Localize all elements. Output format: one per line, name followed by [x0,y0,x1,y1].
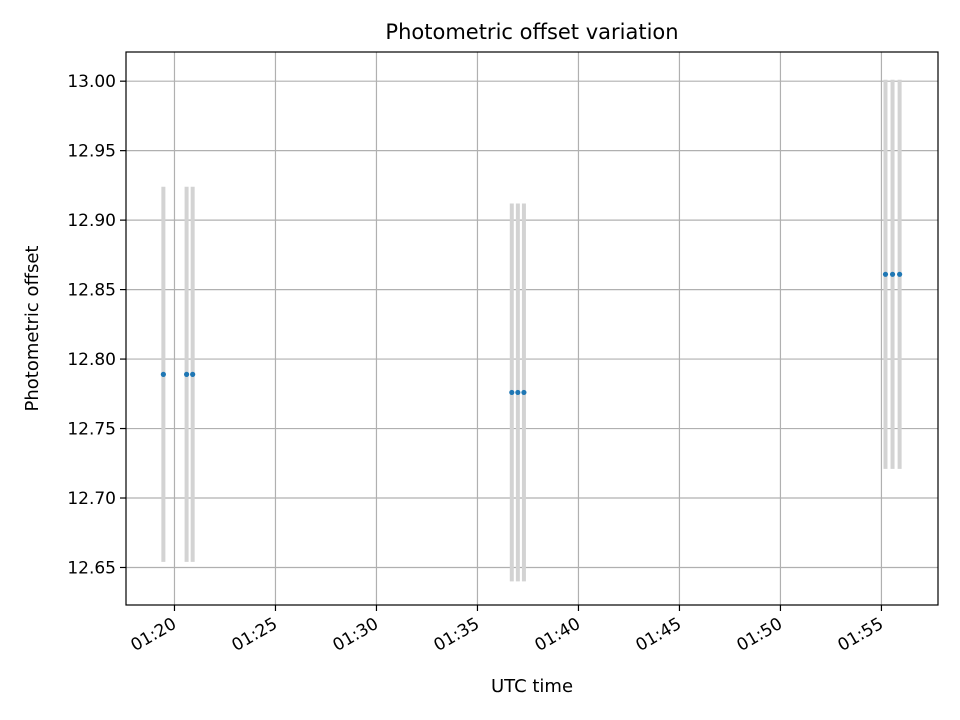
y-tick-label: 12.95 [67,142,116,162]
y-axis-label: Photometric offset [22,246,43,412]
y-tick-label: 12.85 [67,281,116,301]
x-tick-label: 01:40 [532,614,584,656]
data-points [160,271,903,396]
x-tick-label: 01:25 [229,614,281,656]
data-point [515,389,521,396]
chart-title: Photometric offset variation [385,20,678,44]
x-tick-label: 01:50 [734,614,786,656]
data-point [183,371,190,377]
y-tick-label: 12.70 [67,489,116,509]
y-tick-label: 12.80 [67,350,116,370]
data-point [889,271,896,277]
x-tick-label: 01:30 [330,614,382,656]
data-point [521,389,527,396]
x-tick-label: 01:55 [835,614,887,656]
data-point [509,389,515,396]
x-axis-label: UTC time [491,676,573,697]
data-point [897,271,903,277]
y-axis: 12.65 12.70 12.75 12.80 12.85 12.90 12.95 13.00 [67,72,126,578]
x-tick-label: 01:45 [633,614,685,656]
y-tick-label: 12.75 [67,420,116,440]
x-axis: 01:20 01:25 01:30 01:35 01:40 01:45 01:50 01:55 [128,605,887,656]
data-point [160,371,166,377]
grid-lines [126,52,938,605]
plot-frame [125,51,939,606]
y-tick-label: 12.65 [67,558,116,578]
x-tick-label: 01:20 [128,614,180,656]
data-point [882,271,889,277]
y-tick-label: 12.90 [67,211,116,231]
error-bars [161,79,902,582]
y-tick-label: 13.00 [67,72,116,92]
data-point [190,371,196,377]
x-tick-label: 01:35 [431,614,483,656]
